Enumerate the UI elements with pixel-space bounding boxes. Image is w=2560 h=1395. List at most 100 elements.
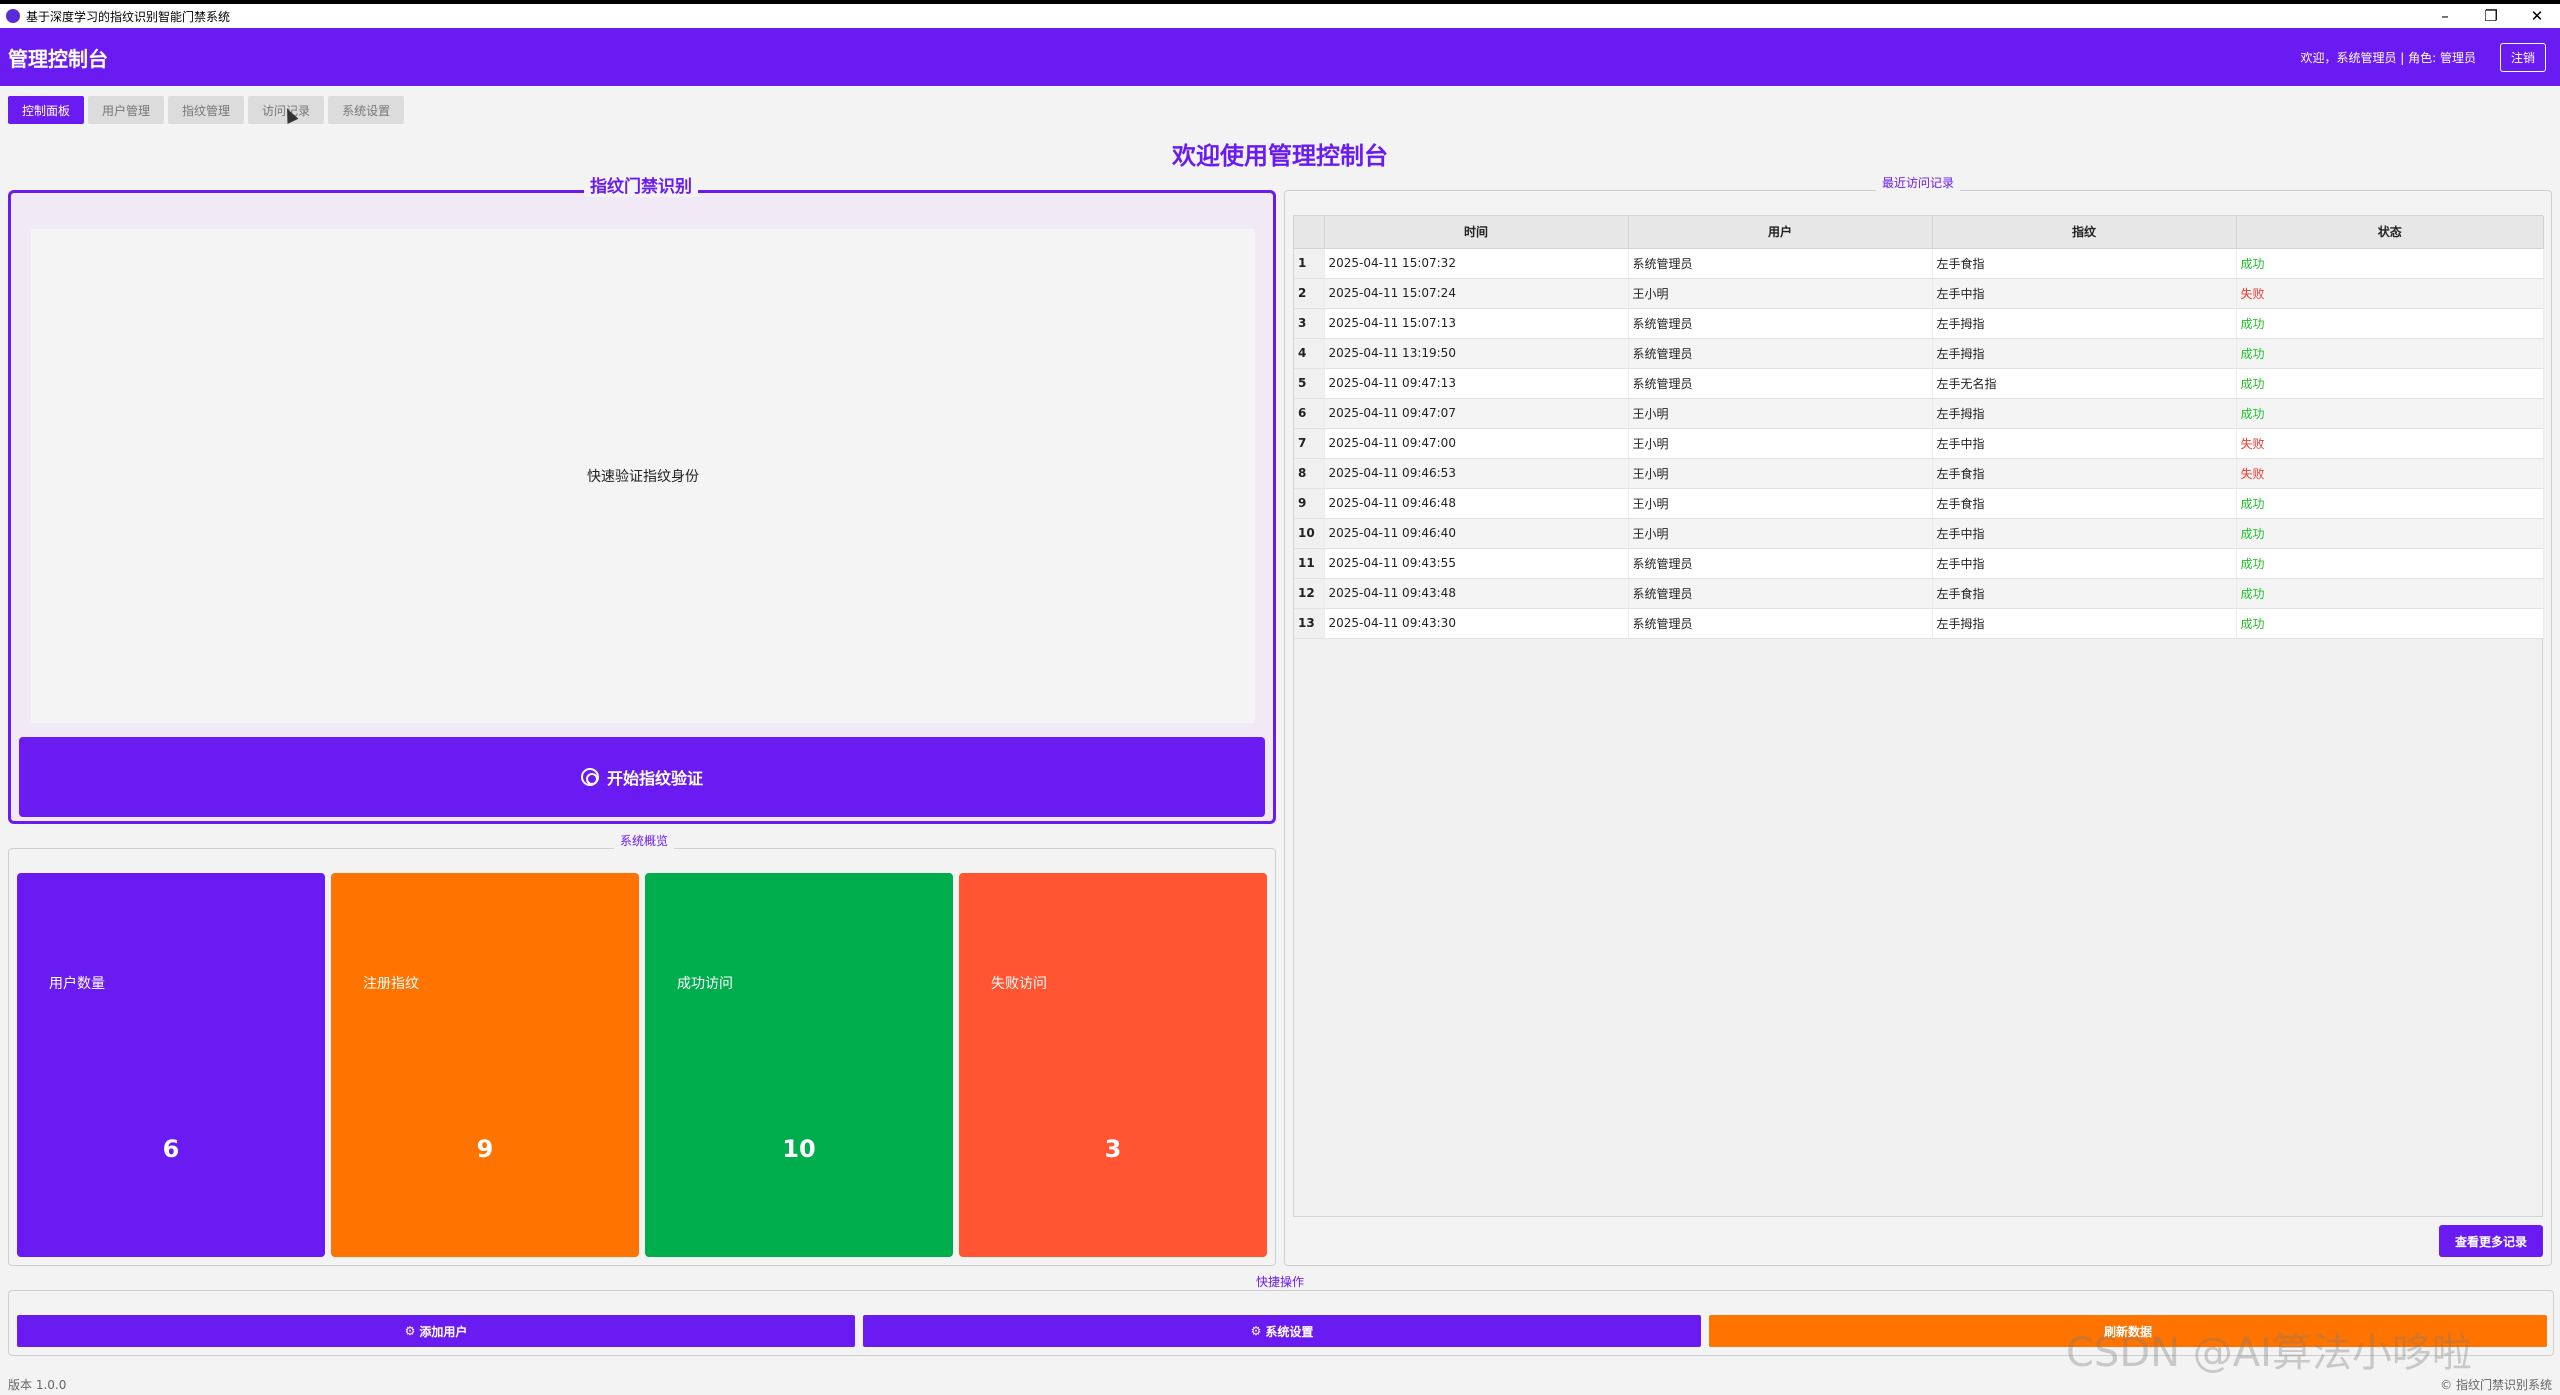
close-button[interactable]: ✕ <box>2530 7 2544 25</box>
app-icon <box>6 9 20 23</box>
tab-access-records[interactable]: 访问记录 <box>248 96 325 124</box>
row-index: 9 <box>1294 488 1325 519</box>
cell-time: 2025-04-11 09:46:48 <box>1324 488 1629 519</box>
cell-status: 成功 <box>2236 248 2544 279</box>
records-table: 时间 用户 指纹 状态 1 2025-04-11 15:07:32 系统管理员 左手食… <box>1294 216 2544 639</box>
table-row[interactable]: 11 2025-04-11 09:43:55 系统管理员 左手中指 成功 <box>1294 548 2544 579</box>
system-settings-button[interactable]: ⚙ 系统设置 <box>863 1315 1701 1347</box>
stat-value: 9 <box>476 1135 494 1163</box>
system-overview-panel: 用户数量 6 注册指纹 9 成功访问 10 失败访问 3 <box>8 848 1276 1266</box>
cell-finger: 左手拇指 <box>1932 398 2237 429</box>
cell-finger: 左手中指 <box>1932 428 2237 459</box>
row-index: 8 <box>1294 458 1325 489</box>
cell-time: 2025-04-11 09:46:40 <box>1324 518 1629 549</box>
row-index: 13 <box>1294 608 1325 639</box>
cell-status: 成功 <box>2236 548 2544 579</box>
cell-status: 成功 <box>2236 608 2544 639</box>
version-text: 版本 1.0.0 <box>8 1378 67 1392</box>
start-verification-button[interactable]: 开始指纹验证 <box>19 737 1265 817</box>
page-title: 管理控制台 <box>8 46 108 71</box>
row-index: 11 <box>1294 548 1325 579</box>
cell-finger: 左手食指 <box>1932 458 2237 489</box>
cell-time: 2025-04-11 15:07:32 <box>1324 248 1629 279</box>
cell-user: 系统管理员 <box>1628 338 1933 369</box>
cell-status: 失败 <box>2236 428 2544 459</box>
status-bar: 版本 1.0.0 © 指纹门禁识别系统 <box>0 1374 2560 1395</box>
logout-button[interactable]: 注销 <box>2499 42 2546 72</box>
cell-time: 2025-04-11 15:07:13 <box>1324 308 1629 339</box>
stat-card-failed: 失败访问 3 <box>959 873 1267 1257</box>
fingerprint-panel: 快速验证指纹身份 开始指纹验证 <box>8 190 1276 824</box>
stat-value: 10 <box>782 1135 816 1163</box>
column-header-user[interactable]: 用户 <box>1628 216 1933 249</box>
gear-icon: ⚙ <box>404 1324 416 1338</box>
cell-status: 成功 <box>2236 368 2544 399</box>
tab-dashboard[interactable]: 控制面板 <box>8 96 85 124</box>
add-user-button[interactable]: ⚙ 添加用户 <box>17 1315 855 1347</box>
restore-button[interactable]: ❐ <box>2484 7 2498 25</box>
cell-user: 王小明 <box>1628 398 1933 429</box>
quick-actions-section-title: 快捷操作 <box>1250 1273 1311 1290</box>
row-index: 10 <box>1294 518 1325 549</box>
fingerprint-icon <box>580 768 599 786</box>
refresh-data-button[interactable]: 刷新数据 <box>1709 1315 2547 1347</box>
cell-user: 系统管理员 <box>1628 548 1933 579</box>
tab-system-settings[interactable]: 系统设置 <box>328 96 405 124</box>
fingerprint-section-title: 指纹门禁识别 <box>584 172 698 197</box>
cell-time: 2025-04-11 09:43:30 <box>1324 608 1629 639</box>
window-titlebar: 基于深度学习的指纹识别智能门禁系统 – ❐ ✕ <box>0 0 2560 28</box>
table-row[interactable]: 12 2025-04-11 09:43:48 系统管理员 左手食指 成功 <box>1294 578 2544 609</box>
records-table-container[interactable]: 时间 用户 指纹 状态 1 2025-04-11 15:07:32 系统管理员 左手食… <box>1293 215 2544 1217</box>
add-user-label: 添加用户 <box>419 1324 468 1339</box>
cell-finger: 左手拇指 <box>1932 608 2237 639</box>
minimize-button[interactable]: – <box>2441 7 2449 25</box>
welcome-text: 欢迎，系统管理员 | 角色: 管理员 <box>2300 50 2476 65</box>
cell-status: 成功 <box>2236 518 2544 549</box>
fingerprint-display-text: 快速验证指纹身份 <box>587 469 699 485</box>
cell-user: 系统管理员 <box>1628 578 1933 609</box>
column-header-time[interactable]: 时间 <box>1324 216 1629 249</box>
cell-time: 2025-04-11 09:47:13 <box>1324 368 1629 399</box>
cell-finger: 左手食指 <box>1932 248 2237 279</box>
stat-value: 3 <box>1104 1135 1122 1163</box>
cell-user: 系统管理员 <box>1628 248 1933 279</box>
overview-section-title: 系统概览 <box>614 832 675 849</box>
cell-time: 2025-04-11 15:07:24 <box>1324 278 1629 309</box>
table-row[interactable]: 9 2025-04-11 09:46:48 王小明 左手食指 成功 <box>1294 488 2544 519</box>
cell-user: 系统管理员 <box>1628 368 1933 399</box>
table-row[interactable]: 10 2025-04-11 09:46:40 王小明 左手中指 成功 <box>1294 518 2544 549</box>
view-more-records-button[interactable]: 查看更多记录 <box>2439 1225 2543 1257</box>
stat-label: 失败访问 <box>991 976 1047 992</box>
cell-user: 王小明 <box>1628 428 1933 459</box>
cell-finger: 左手中指 <box>1932 548 2237 579</box>
column-header-status[interactable]: 状态 <box>2236 216 2544 249</box>
table-row[interactable]: 2 2025-04-11 15:07:24 王小明 左手中指 失败 <box>1294 278 2544 309</box>
table-row[interactable]: 7 2025-04-11 09:47:00 王小明 左手中指 失败 <box>1294 428 2544 459</box>
cell-user: 系统管理员 <box>1628 308 1933 339</box>
cell-time: 2025-04-11 09:47:00 <box>1324 428 1629 459</box>
table-row[interactable]: 4 2025-04-11 13:19:50 系统管理员 左手拇指 成功 <box>1294 338 2544 369</box>
stat-value: 6 <box>162 1135 180 1163</box>
row-index: 7 <box>1294 428 1325 459</box>
table-row[interactable]: 1 2025-04-11 15:07:32 系统管理员 左手食指 成功 <box>1294 248 2544 279</box>
app-header: 管理控制台 欢迎，系统管理员 | 角色: 管理员 注销 <box>0 28 2560 86</box>
cell-user: 王小明 <box>1628 278 1933 309</box>
table-row[interactable]: 13 2025-04-11 09:43:30 系统管理员 左手拇指 成功 <box>1294 608 2544 639</box>
quick-actions-panel: ⚙ 添加用户 ⚙ 系统设置 刷新数据 <box>8 1290 2554 1356</box>
tab-user-management[interactable]: 用户管理 <box>88 96 165 124</box>
table-row[interactable]: 5 2025-04-11 09:47:13 系统管理员 左手无名指 成功 <box>1294 368 2544 399</box>
tab-fingerprint-management[interactable]: 指纹管理 <box>168 96 245 124</box>
row-index: 1 <box>1294 248 1325 279</box>
cell-status: 成功 <box>2236 488 2544 519</box>
cell-time: 2025-04-11 13:19:50 <box>1324 338 1629 369</box>
corner-header <box>1294 216 1325 249</box>
cell-finger: 左手无名指 <box>1932 368 2237 399</box>
stat-label: 用户数量 <box>49 976 105 992</box>
table-row[interactable]: 6 2025-04-11 09:47:07 王小明 左手拇指 成功 <box>1294 398 2544 429</box>
start-verification-label: 开始指纹验证 <box>606 769 703 788</box>
table-row[interactable]: 8 2025-04-11 09:46:53 王小明 左手食指 失败 <box>1294 458 2544 489</box>
table-row[interactable]: 3 2025-04-11 15:07:13 系统管理员 左手拇指 成功 <box>1294 308 2544 339</box>
column-header-finger[interactable]: 指纹 <box>1932 216 2237 249</box>
row-index: 5 <box>1294 368 1325 399</box>
cell-finger: 左手食指 <box>1932 578 2237 609</box>
